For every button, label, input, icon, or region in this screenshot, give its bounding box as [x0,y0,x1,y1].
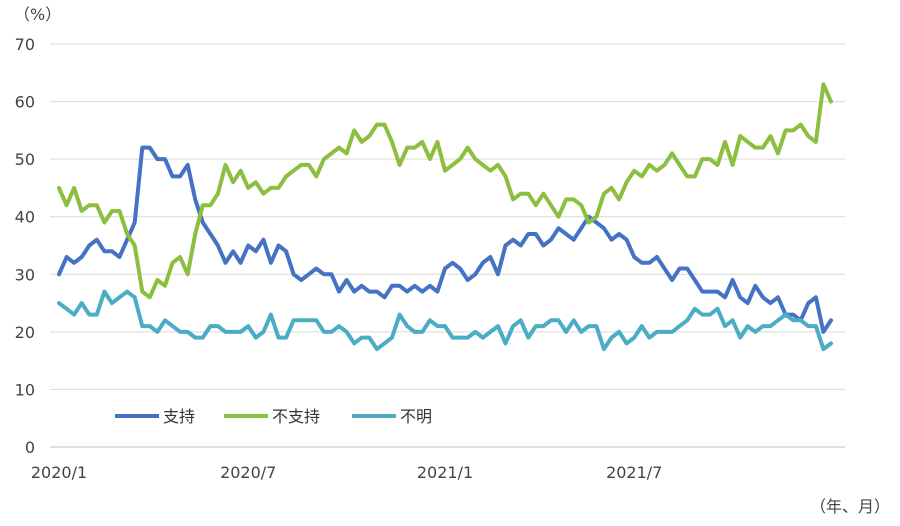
x-tick-label: 2021/7 [606,463,662,482]
y-tick-label: 60 [15,93,35,112]
y-tick-labels: 0 10 20 30 40 50 60 70 [15,35,35,457]
legend: 支持 不支持 不明 [115,407,432,426]
x-unit-label: （年、月） [810,497,890,516]
y-tick-label: 0 [25,438,35,457]
legend-label: 不支持 [272,407,320,426]
series-line [57,82,833,300]
legend-label: 不明 [400,407,432,426]
y-tick-label: 10 [15,380,35,399]
y-tick-label: 40 [15,208,35,227]
x-tick-label: 2020/1 [31,463,87,482]
series-line [57,145,833,334]
grid-lines [50,43,845,448]
series-lines [57,82,833,352]
series-line [57,289,833,352]
x-tick-labels: 2020/1 2020/7 2021/1 2021/7 [31,463,663,482]
y-tick-label: 20 [15,323,35,342]
y-tick-label: 50 [15,150,35,169]
x-tick-label: 2020/7 [220,463,276,482]
legend-label: 支持 [163,407,195,426]
y-unit-label: （%） [14,5,61,24]
x-tick-label: 2021/1 [417,463,473,482]
y-tick-label: 70 [15,35,35,54]
y-tick-label: 30 [15,265,35,284]
